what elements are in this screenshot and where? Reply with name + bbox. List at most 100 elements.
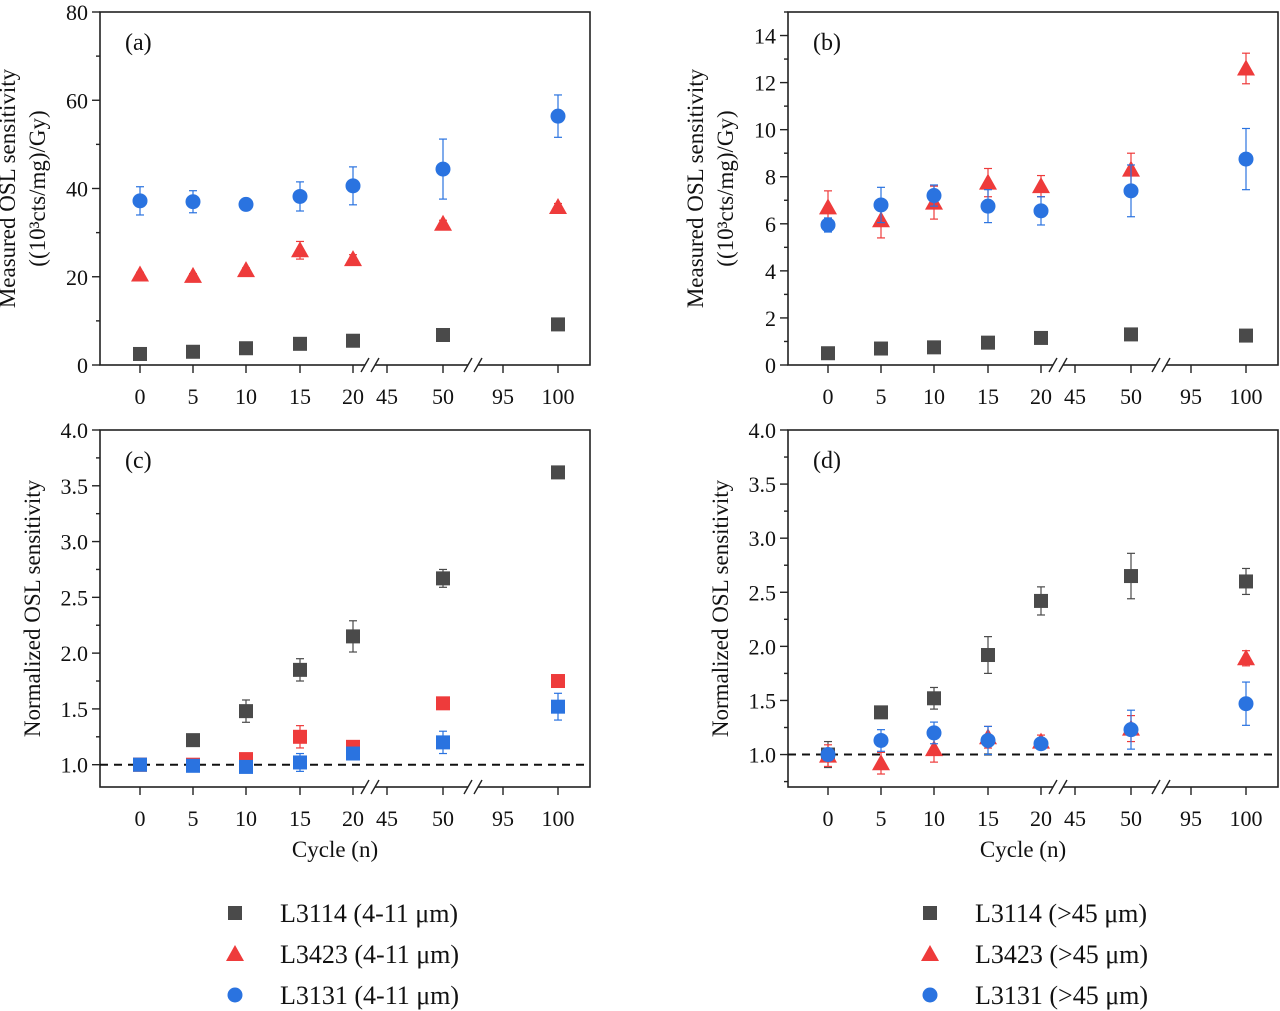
data-point [551, 465, 565, 480]
y-axis-title: Normalized OSL sensitivity [708, 479, 733, 737]
y-tick-label: 3.5 [749, 472, 777, 497]
data-point [434, 214, 452, 231]
data-point [131, 265, 149, 282]
x-tick-label: 45 [376, 384, 398, 409]
x-tick-label: 100 [542, 806, 575, 831]
axis-break-gap [365, 778, 375, 796]
data-point [551, 674, 565, 689]
axis-break-gap [1156, 356, 1166, 374]
x-tick-label: 50 [432, 384, 454, 409]
data-point [436, 696, 450, 711]
y-tick-label: 14 [754, 24, 776, 49]
x-tick-label: 100 [542, 384, 575, 409]
x-tick-label: 15 [289, 384, 311, 409]
data-point [873, 732, 889, 748]
axis-break-mark [1151, 357, 1161, 373]
x-tick-label: 95 [1180, 806, 1202, 831]
x-tick-label: 95 [492, 384, 514, 409]
axis-break-mark [473, 357, 483, 373]
y-tick-label: 6 [765, 212, 776, 237]
data-point [1238, 696, 1254, 712]
y-tick-label: 0 [77, 353, 88, 378]
y-tick-label: 1.0 [749, 743, 777, 768]
y-tick-label: 60 [66, 88, 88, 113]
x-tick-label: 15 [977, 384, 999, 409]
axis-break-gap [1053, 778, 1063, 796]
data-point [346, 629, 360, 644]
data-point [1034, 330, 1048, 345]
data-point [874, 341, 888, 356]
data-point [185, 194, 201, 210]
axis-break-gap [1156, 778, 1166, 796]
x-tick-label: 5 [876, 806, 887, 831]
x-tick-label: 15 [289, 806, 311, 831]
data-point [239, 759, 253, 774]
data-point [872, 754, 890, 771]
data-point [1239, 328, 1253, 343]
data-point [1237, 59, 1255, 76]
y-axis-title-units: ((10³cts/mg)/Gy) [713, 110, 738, 266]
legend-marker [226, 945, 244, 961]
y-tick-label: 3.0 [61, 530, 89, 555]
x-tick-label: 20 [1030, 384, 1052, 409]
axis-break-mark [1161, 357, 1171, 373]
y-tick-label: 1.0 [61, 753, 89, 778]
data-point [293, 729, 307, 744]
x-tick-label: 45 [1064, 384, 1086, 409]
y-axis-title-units: ((10³cts/mg)/Gy) [25, 110, 50, 266]
data-point [980, 198, 996, 214]
axis-break-mark [1058, 357, 1068, 373]
data-point [927, 691, 941, 706]
x-tick-label: 5 [876, 384, 887, 409]
x-axis-title: Cycle (n) [980, 837, 1066, 862]
axis-break-mark [370, 357, 380, 373]
legend-label: L3423 (4-11 μm) [280, 940, 459, 969]
x-tick-label: 10 [923, 806, 945, 831]
data-point [1238, 151, 1254, 167]
panel-label: (a) [125, 30, 152, 56]
y-tick-label: 2.5 [61, 585, 89, 610]
data-point [346, 746, 360, 761]
y-tick-label: 10 [754, 118, 776, 143]
data-point [1239, 574, 1253, 589]
data-point [981, 648, 995, 663]
data-point [980, 732, 996, 748]
data-point [550, 108, 566, 124]
series-0 [133, 465, 565, 772]
y-tick-label: 2.0 [749, 634, 777, 659]
data-point [821, 346, 835, 361]
y-tick-label: 4.0 [749, 418, 777, 443]
panel-c: 1.0 1.5 2.0 2.5 3.0 3.5 4.0 0 5 10 15 20 45 50 95 100 (c… [20, 418, 591, 862]
axis-break-gap [365, 356, 375, 374]
data-point [979, 173, 997, 190]
x-tick-label: 5 [188, 384, 199, 409]
x-tick-label: 50 [1120, 806, 1142, 831]
plot-frame [787, 11, 1279, 366]
x-tick-label: 0 [823, 806, 834, 831]
data-point [1124, 327, 1138, 342]
legend-label: L3114 (>45 μm) [975, 899, 1147, 928]
axis-break-gap [468, 356, 478, 374]
axis-break-mark [463, 357, 473, 373]
y-tick-label: 3.5 [61, 474, 89, 499]
legend-marker [923, 906, 937, 920]
legend-marker [228, 906, 242, 920]
legend-marker [227, 987, 243, 1003]
y-tick-label: 2.5 [749, 580, 777, 605]
data-point [549, 198, 567, 215]
data-point [345, 178, 361, 194]
y-tick-label: 2 [765, 306, 776, 331]
data-point [239, 341, 253, 356]
y-tick-label: 0 [765, 353, 776, 378]
x-tick-label: 20 [342, 806, 364, 831]
data-point [1123, 183, 1139, 199]
legend-label: L3131 (4-11 μm) [280, 981, 459, 1010]
panel-a: 0 20 40 60 80 0 5 10 15 20 45 50 95 100 (a) Measured OS… [0, 0, 591, 409]
data-point [436, 571, 450, 586]
series-2 [132, 94, 566, 216]
data-point [1124, 569, 1138, 584]
axis-break-mark [360, 779, 370, 795]
plot-frame [787, 429, 1279, 788]
x-axis-title: Cycle (n) [292, 837, 378, 862]
x-tick-label: 10 [923, 384, 945, 409]
